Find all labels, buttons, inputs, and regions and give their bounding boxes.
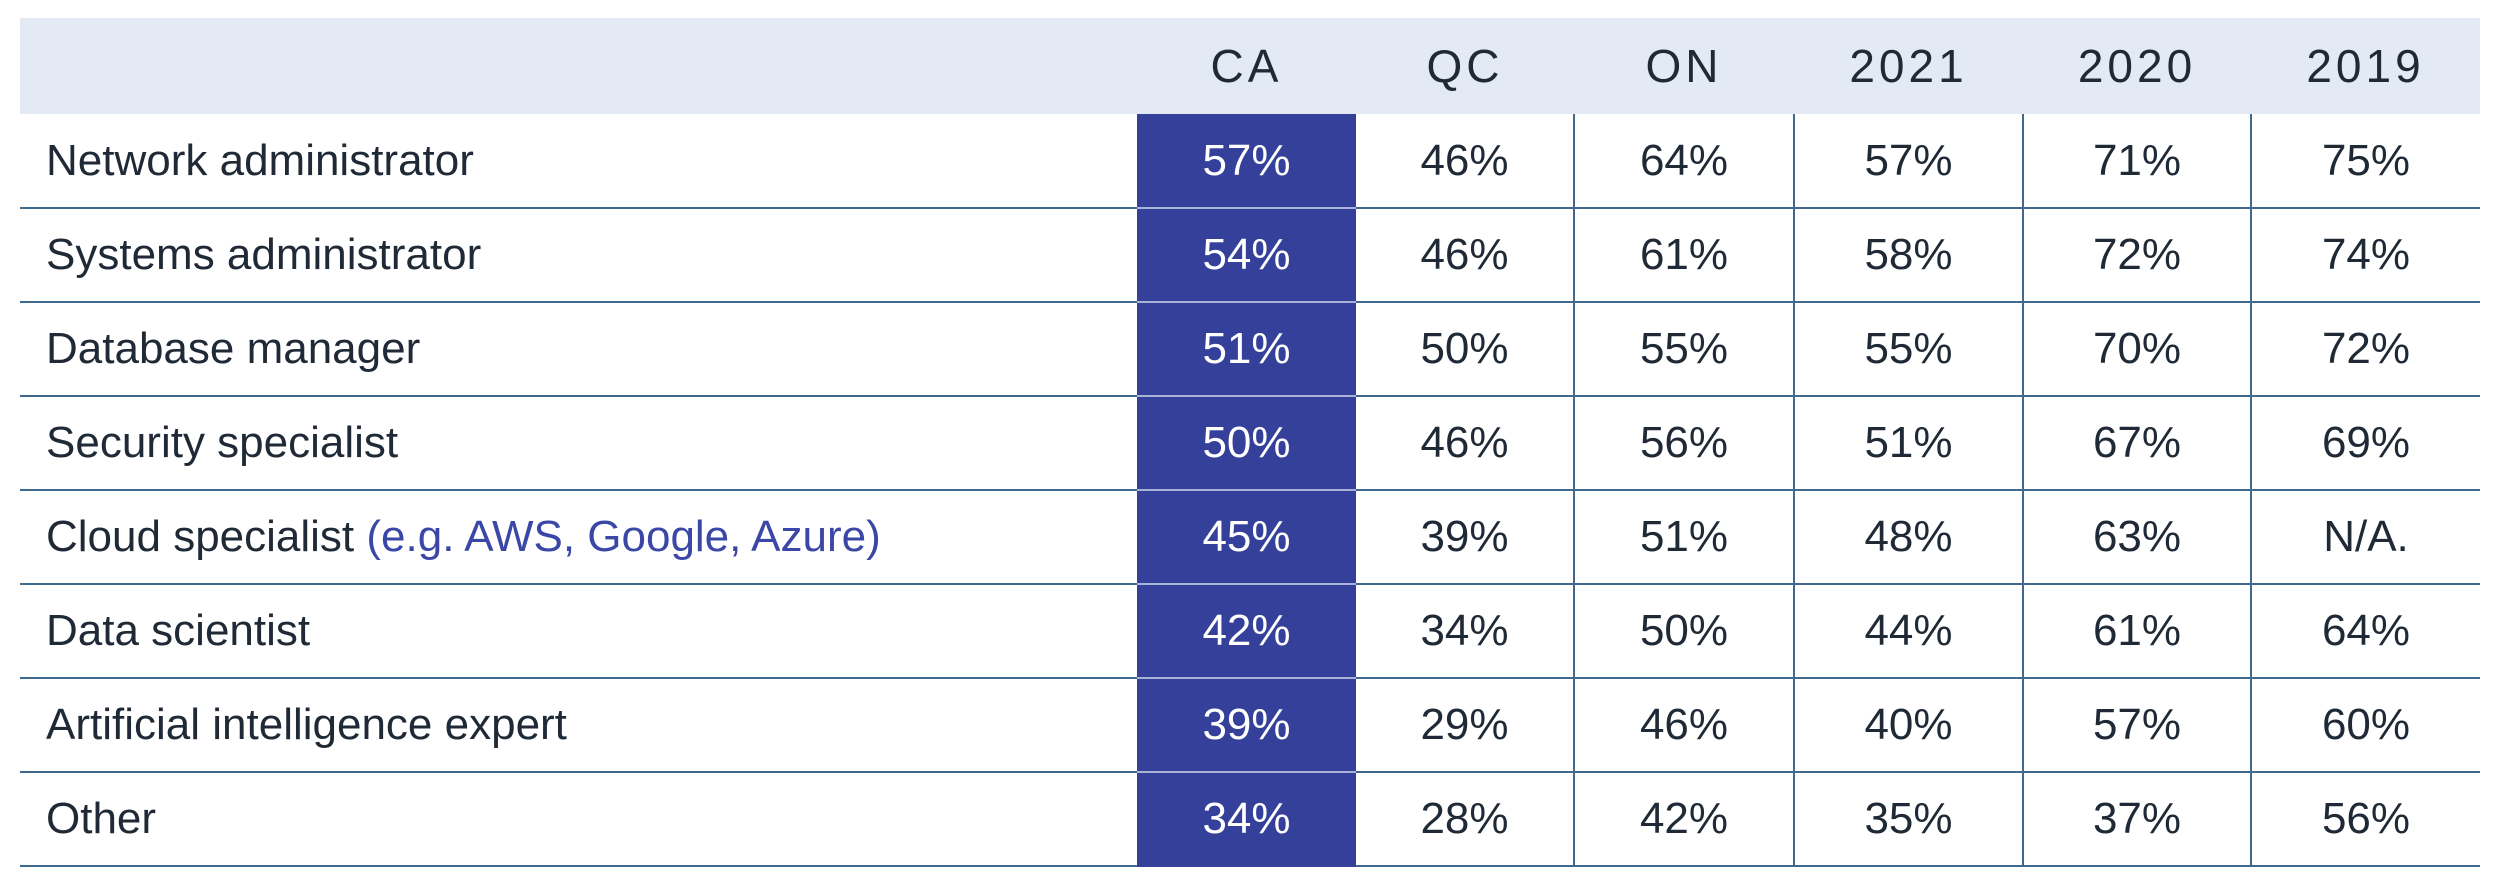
table-body: Network administrator 57% 46% 64% 57% 71% 75% S… [20,114,2480,867]
row-label: Database manager [20,302,1137,397]
cell-qc: 50% [1356,302,1574,397]
cell-on: 61% [1573,208,1794,303]
table-row: Cloud specialist (e.g. AWS, Google, Azur… [20,490,2480,585]
cell-2019: 75% [2250,114,2480,209]
cell-ca: 45% [1137,490,1356,585]
header-ca: CA [1210,40,1283,92]
header-2021: 2021 [1849,40,1968,92]
cell-2020: 63% [2022,490,2251,585]
row-label-text: Other [46,794,157,843]
row-label-text: Security specialist [46,418,399,467]
table-row: Data scientist 42% 34% 50% 44% 61% 64% [20,584,2480,679]
cell-2021: 40% [1793,678,2023,773]
cell-2020: 37% [2022,772,2251,867]
cell-qc: 28% [1356,772,1574,867]
cell-qc: 34% [1356,584,1574,679]
cell-ca: 51% [1137,302,1356,397]
table-row: Systems administrator 54% 46% 61% 58% 72% 74% [20,208,2480,303]
cell-ca: 39% [1137,678,1356,773]
cell-2021: 35% [1793,772,2023,867]
row-label: Data scientist [20,584,1137,679]
row-label: Systems administrator [20,208,1137,303]
cell-ca: 42% [1137,584,1356,679]
cell-2021: 44% [1793,584,2023,679]
row-label: Cloud specialist (e.g. AWS, Google, Azur… [20,490,1137,585]
cell-2019: N/A. [2250,490,2480,585]
cell-2020: 70% [2022,302,2251,397]
row-label-text: Network administrator [46,135,474,185]
table-row: Database manager 51% 50% 55% 55% 70% 72% [20,302,2480,397]
cell-qc: 46% [1356,114,1574,209]
cell-2019: 60% [2250,678,2480,773]
row-label: Network administrator [20,114,1137,209]
table-row: Artificial intelligence expert 39% 29% 46% 4… [20,678,2480,773]
table-row: Security specialist 50% 46% 56% 51% 67% 69% [20,396,2480,491]
table-row: Other 34% 28% 42% 35% 37% 56% [20,772,2480,867]
row-label-text: Artificial intelligence expert [46,700,567,749]
cell-2020: 72% [2022,208,2251,303]
cell-ca: 57% [1137,114,1356,209]
row-label: Other [20,772,1137,867]
cell-ca: 50% [1137,396,1356,491]
cell-2019: 64% [2250,584,2480,679]
cell-2019: 69% [2250,396,2480,491]
cell-ca: 54% [1137,208,1356,303]
cell-qc: 29% [1356,678,1574,773]
header-label [20,18,1137,114]
cell-2021: 58% [1793,208,2023,303]
cell-2021: 55% [1793,302,2023,397]
cell-qc: 39% [1356,490,1574,585]
header-qc: QC [1426,40,1504,92]
row-label-text: Systems administrator [46,230,482,279]
cell-on: 56% [1573,396,1794,491]
row-label-text: Data scientist [46,606,311,655]
cell-2021: 51% [1793,396,2023,491]
cell-on: 50% [1573,584,1794,679]
cell-2021: 57% [1793,114,2023,209]
table-row: Network administrator 57% 46% 64% 57% 71% 75% [20,114,2480,209]
cell-on: 64% [1573,114,1794,209]
cell-2019: 56% [2250,772,2480,867]
cell-2020: 61% [2022,584,2251,679]
cell-2019: 72% [2250,302,2480,397]
cell-2020: 57% [2022,678,2251,773]
cell-2020: 67% [2022,396,2251,491]
cell-on: 42% [1573,772,1794,867]
row-label-text: Database manager [46,324,421,373]
header-row: CA QC ON 2021 2020 2019 [20,18,2480,114]
cell-on: 55% [1573,302,1794,397]
cell-qc: 46% [1356,396,1574,491]
cell-on: 46% [1573,678,1794,773]
row-label: Artificial intelligence expert [20,678,1137,773]
row-label-note: (e.g. AWS, Google, Azure) [366,512,881,561]
header-2019: 2019 [2306,40,2425,92]
row-label: Security specialist [20,396,1137,491]
row-label-text: Cloud specialist [46,512,355,561]
cell-2019: 74% [2250,208,2480,303]
header-2020: 2020 [2077,40,2197,92]
cell-ca: 34% [1137,772,1356,867]
header-on: ON [1645,40,1723,92]
cell-on: 51% [1573,490,1794,585]
data-table-container: CA QC ON 2021 2020 2019 Network administ… [20,18,2480,867]
cell-qc: 46% [1356,208,1574,303]
cell-2020: 71% [2022,114,2251,209]
cell-2021: 48% [1793,490,2023,585]
data-table: CA QC ON 2021 2020 2019 Network administ… [20,18,2480,867]
